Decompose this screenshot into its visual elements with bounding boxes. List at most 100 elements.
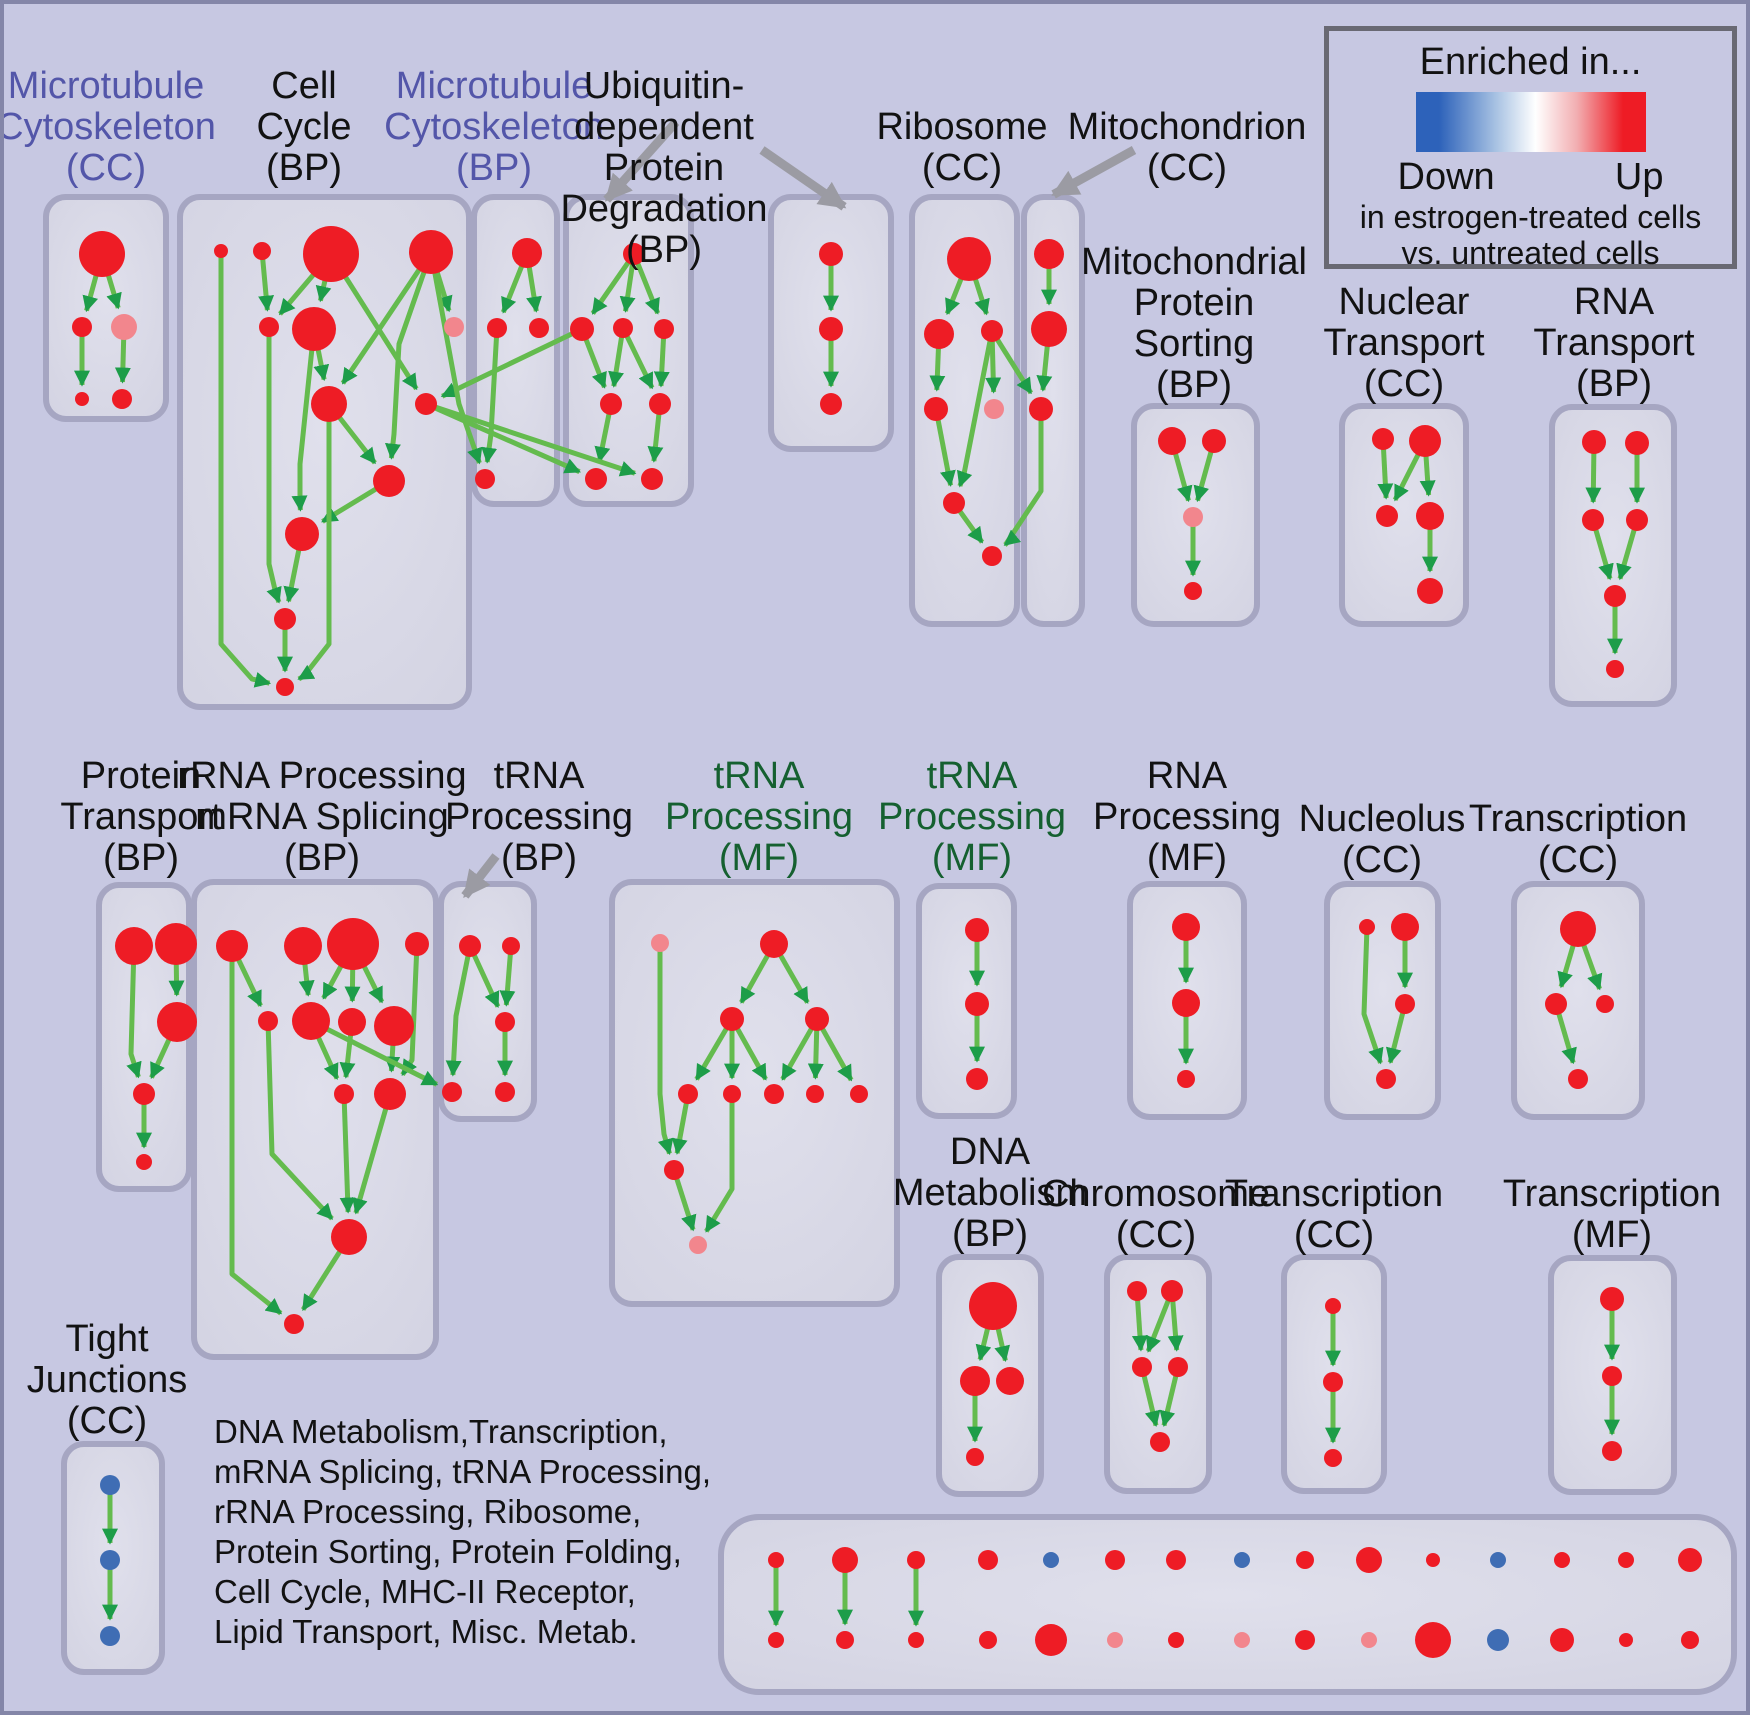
- misc-strip-node-0: [768, 1552, 784, 1568]
- legend-up-label: Up: [1614, 156, 1664, 198]
- ribosome-cc-node-5: [943, 492, 965, 514]
- rrna-mrna-node-6: [338, 1008, 366, 1036]
- ribosome-cc-node-4: [984, 399, 1004, 419]
- misc-strip-node-14: [1678, 1548, 1702, 1572]
- ubiquitin-2-node-2: [820, 393, 842, 415]
- rrna-mrna-node-3: [405, 932, 429, 956]
- rrna-mrna-node-0: [216, 930, 248, 962]
- relation-arrow: [1361, 926, 1384, 1065]
- trna-mf-large-node-6: [764, 1084, 784, 1104]
- transcription-cc-mid-box: [1511, 881, 1645, 1120]
- misc-strip-node-16: [836, 1631, 854, 1649]
- misc-strip-node-3: [978, 1550, 998, 1570]
- tight-junctions-node-1: [100, 1550, 120, 1570]
- mitochondrion-cc-node-1: [1031, 311, 1067, 347]
- relation-arrow: [352, 1093, 393, 1215]
- nuclear-transport-node-3: [1416, 502, 1444, 530]
- trna-bp-node-3: [442, 1082, 462, 1102]
- transcription-mf-node-0: [1600, 1287, 1624, 1311]
- transcription-cc-low-node-0: [1325, 1298, 1341, 1314]
- nucleolus-cc-node-0: [1359, 919, 1375, 935]
- protein-transport-node-0: [115, 927, 153, 965]
- ribosome-cc-node-6: [982, 546, 1002, 566]
- annotation-arrow: [461, 853, 500, 899]
- cell-cycle-node-2: [303, 226, 359, 282]
- misc-strip-node-2: [907, 1551, 925, 1569]
- ribosome-cc-node-2: [981, 320, 1003, 342]
- rrna-mrna-node-8: [334, 1084, 354, 1104]
- misc-strip-node-9: [1356, 1547, 1382, 1573]
- trna-mf-large-node-0: [651, 934, 669, 952]
- relation-arrow: [989, 329, 1034, 395]
- chromosome-cc-node-1: [1161, 1280, 1183, 1302]
- relation-arrow: [1385, 1003, 1408, 1065]
- misc-strip-node-29: [1681, 1631, 1699, 1649]
- relation-arrow: [467, 944, 501, 1009]
- relation-arrow: [671, 1169, 697, 1232]
- dna-metabolism-node-0: [969, 1282, 1017, 1330]
- relation-arrow: [445, 945, 473, 1077]
- misc-strip-node-11: [1490, 1552, 1506, 1568]
- misc-strip-node-7: [1234, 1552, 1250, 1568]
- cell-cycle-node-12: [276, 678, 294, 696]
- rrna-mrna-node-4: [258, 1011, 278, 1031]
- protein-transport-node-2: [157, 1002, 197, 1042]
- microtubule-cc-node-3: [75, 392, 89, 406]
- nucleolus-cc-node-3: [1376, 1069, 1396, 1089]
- misc-strip-node-25: [1415, 1622, 1451, 1658]
- misc-strip-node-6: [1166, 1550, 1186, 1570]
- microtubule-bp-node-2: [529, 318, 549, 338]
- trna-bp-node-4: [495, 1082, 515, 1102]
- ubiquitin-2-node-1: [819, 317, 843, 341]
- microtubule-cc-box: [43, 194, 169, 422]
- misc-strip-node-19: [1035, 1624, 1067, 1656]
- ubiquitin-1-node-7: [641, 468, 663, 490]
- legend-scale: Down Up: [1398, 156, 1664, 199]
- relation-arrow: [1139, 1366, 1161, 1428]
- misc-strip-node-26: [1487, 1629, 1509, 1651]
- microtubule-cc-node-1: [72, 317, 92, 337]
- cell-cycle-node-10: [285, 517, 319, 551]
- cell-cycle-node-5: [292, 307, 336, 351]
- microtubule-bp-node-1: [487, 318, 507, 338]
- misc-strip-box: [718, 1514, 1737, 1695]
- rna-processing-mf-node-0: [1172, 913, 1200, 941]
- misc-strip-node-4: [1043, 1552, 1059, 1568]
- mito-protein-sorting-node-1: [1202, 429, 1226, 453]
- chromosome-cc-node-2: [1132, 1357, 1152, 1377]
- rna-transport-box: [1549, 404, 1677, 707]
- legend-down-label: Down: [1397, 156, 1495, 198]
- trna-mf-large-node-3: [805, 1007, 829, 1031]
- trna-mf-large-node-5: [723, 1085, 741, 1103]
- cell-cycle-node-7: [311, 386, 347, 422]
- relation-arrow: [704, 1094, 735, 1233]
- relation-arrow: [265, 1020, 334, 1221]
- legend-subtitle-2: vs. untreated cells: [1401, 235, 1660, 271]
- annotation-arrow: [1051, 146, 1137, 199]
- trna-mf-large-node-9: [664, 1160, 684, 1180]
- rna-processing-mf-node-1: [1172, 989, 1200, 1017]
- trna-mf-small-node-0: [965, 918, 989, 942]
- trna-bp-node-0: [459, 935, 481, 957]
- rna-transport-node-2: [1582, 509, 1604, 531]
- misc-strip-node-15: [768, 1632, 784, 1648]
- relation-arrow: [1003, 409, 1044, 547]
- relation-arrow: [384, 251, 434, 460]
- trna-mf-large-node-1: [760, 930, 788, 958]
- relation-arrow: [657, 943, 674, 1156]
- nuclear-transport-node-0: [1372, 428, 1394, 450]
- rrna-mrna-node-2: [327, 918, 379, 970]
- trna-mf-large-node-2: [720, 1007, 744, 1031]
- microtubule-cc-node-0: [79, 231, 125, 277]
- relation-arrow: [499, 945, 516, 1007]
- misc-strip-node-27: [1550, 1628, 1574, 1652]
- mitochondrion-cc-node-0: [1034, 239, 1064, 269]
- trna-bp-node-2: [495, 1012, 515, 1032]
- relation-arrow: [956, 330, 995, 488]
- ubiquitin-1-node-2: [613, 318, 633, 338]
- misc-strip-node-10: [1426, 1553, 1440, 1567]
- rna-transport-node-3: [1626, 509, 1648, 531]
- misc-strip-node-22: [1234, 1632, 1250, 1648]
- relation-arrow: [340, 250, 434, 385]
